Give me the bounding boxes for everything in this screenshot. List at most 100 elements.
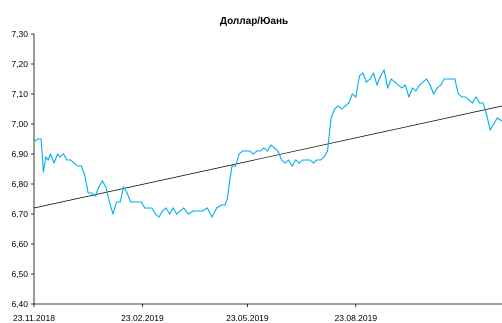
series-point xyxy=(443,78,445,80)
series-point xyxy=(158,216,160,218)
series-point xyxy=(496,117,498,119)
series-point xyxy=(383,69,385,71)
x-tick-label: 23.11.2018 xyxy=(13,313,55,323)
series-point xyxy=(144,207,146,209)
series-point xyxy=(211,216,213,218)
series-point xyxy=(408,96,410,98)
x-tick-label: 23.08.2019 xyxy=(335,313,378,323)
series-point xyxy=(119,201,121,203)
series-point xyxy=(305,159,307,161)
x-axis-ticks: 23.11.2018 23.02.2019 23.05.2019 23.08.2019 xyxy=(13,304,377,323)
series-point xyxy=(312,162,314,164)
series-point xyxy=(482,102,484,104)
series-point xyxy=(252,153,254,155)
series-point xyxy=(358,75,360,77)
series-point xyxy=(94,195,96,197)
series-point xyxy=(447,78,449,80)
series-point xyxy=(277,150,279,152)
series-point xyxy=(84,174,86,176)
y-tick-label: 7,20 xyxy=(11,59,28,69)
series-point xyxy=(216,207,218,209)
series-point xyxy=(266,150,268,152)
series-point xyxy=(369,78,371,80)
series-point xyxy=(224,204,226,206)
series-point xyxy=(130,201,132,203)
series-point xyxy=(147,207,149,209)
series-point xyxy=(411,87,413,89)
series-point xyxy=(226,198,228,200)
series-point xyxy=(59,156,61,158)
series-point xyxy=(161,210,164,212)
series-point xyxy=(418,84,421,86)
series-point xyxy=(401,87,403,89)
series-point xyxy=(123,186,125,188)
series-point xyxy=(270,144,272,146)
series-point xyxy=(291,165,293,167)
series-point xyxy=(42,171,45,173)
series-point xyxy=(468,99,470,101)
y-tick-label: 7,10 xyxy=(11,89,28,99)
series-point xyxy=(351,93,353,95)
series-point xyxy=(154,213,156,215)
series-point xyxy=(115,201,118,203)
series-point xyxy=(284,162,286,164)
series-point xyxy=(80,165,82,167)
series-point xyxy=(433,93,435,95)
series-point xyxy=(295,159,297,161)
series-point xyxy=(87,192,89,194)
series-point xyxy=(436,87,438,89)
series-point xyxy=(440,84,442,86)
series-point xyxy=(242,150,244,152)
series-point xyxy=(471,102,474,104)
series-point xyxy=(355,96,357,98)
y-tick-label: 7,30 xyxy=(11,29,28,39)
series-point xyxy=(57,153,59,155)
series-points xyxy=(33,69,502,218)
series-point xyxy=(45,156,47,158)
series-point xyxy=(220,204,222,206)
series-point xyxy=(137,201,139,203)
series-point xyxy=(415,90,417,92)
series-point xyxy=(387,87,389,89)
series-point xyxy=(454,78,456,80)
series-point xyxy=(259,150,261,152)
y-tick-label: 6,60 xyxy=(11,239,28,249)
series-point xyxy=(206,207,208,209)
series-point xyxy=(281,159,283,161)
series-point xyxy=(365,81,367,83)
series-point xyxy=(334,108,336,110)
series-point xyxy=(337,105,339,107)
series-point xyxy=(429,84,431,86)
series-point xyxy=(151,207,153,209)
series-point xyxy=(245,150,247,152)
series-point xyxy=(457,93,459,95)
series-point xyxy=(172,207,174,209)
series-point xyxy=(344,105,346,107)
series-point xyxy=(302,159,304,161)
series-point xyxy=(202,210,204,212)
series-point xyxy=(98,186,100,188)
series-point xyxy=(101,180,103,182)
y-tick-label: 7,00 xyxy=(11,119,28,129)
series-point xyxy=(249,150,251,152)
series-point xyxy=(91,192,93,194)
series-point xyxy=(49,153,52,155)
series-point xyxy=(133,201,135,203)
series-point xyxy=(475,96,477,98)
y-tick-label: 6,90 xyxy=(11,149,28,159)
y-tick-label: 6,80 xyxy=(11,179,28,189)
series-point xyxy=(73,162,75,164)
series-point xyxy=(169,213,171,215)
series-point xyxy=(426,78,428,80)
series-point xyxy=(238,153,240,155)
series-point xyxy=(105,186,107,188)
y-tick-label: 6,40 xyxy=(11,299,28,309)
series-point xyxy=(326,150,329,152)
series-point xyxy=(479,102,481,104)
series-point xyxy=(197,210,199,212)
series-point xyxy=(376,84,378,86)
series-point xyxy=(390,78,392,80)
series-point xyxy=(263,147,265,149)
series-point xyxy=(53,162,55,164)
series-point xyxy=(179,210,181,212)
